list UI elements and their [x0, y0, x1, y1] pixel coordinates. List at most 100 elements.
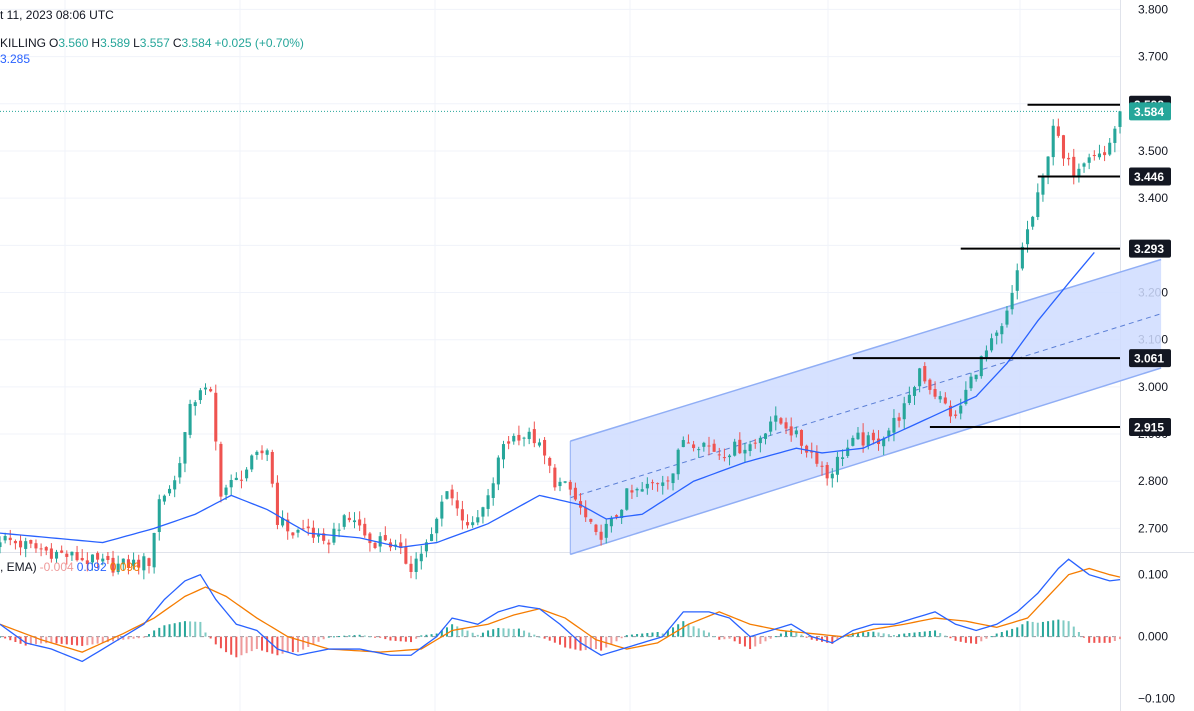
macd-hist-bar-78: [399, 636, 402, 642]
macd-hist-bar-73: [374, 636, 377, 638]
macd-hist-bar-45: [230, 636, 233, 655]
close-value: 3.584: [181, 36, 212, 50]
macd-hist-bar-18: [91, 636, 94, 645]
candle-body-81: [414, 558, 418, 572]
candle-body-212: [1087, 157, 1091, 163]
candle-body-164: [841, 457, 845, 459]
macd-hist-bar-139: [713, 636, 716, 638]
candle-body-44: [224, 487, 228, 495]
candle-body-79: [404, 546, 408, 564]
candle-body-86: [440, 501, 444, 519]
macd-hist-bar-203: [1041, 621, 1044, 637]
candle-body-203: [1041, 176, 1045, 195]
candle-body-82: [419, 553, 423, 562]
candle-body-60: [306, 526, 310, 529]
macd-hist-bar-187: [959, 636, 962, 642]
macd-hist-bar-173: [887, 634, 890, 637]
macd-hist-bar-91: [466, 630, 469, 637]
price-tick-0: 3.800: [1138, 2, 1168, 16]
macd-hist-bar-119: [610, 636, 613, 645]
candle-body-194: [995, 332, 999, 336]
macd-hist-bar-44: [225, 636, 228, 653]
candle-body-97: [496, 457, 500, 485]
price-tick-8: 3.000: [1138, 380, 1168, 394]
macd-hist-bar-6: [29, 636, 32, 645]
macd-hist-bar-4: [19, 636, 22, 644]
candle-body-211: [1082, 163, 1086, 167]
candle-body-64: [327, 542, 331, 545]
candle-body-20: [101, 558, 105, 562]
macd-hist-bar-175: [898, 634, 901, 637]
candle-body-204: [1046, 156, 1050, 176]
macd-hist-bar-116: [594, 636, 597, 650]
macd-hist-bar-107: [548, 636, 551, 641]
macd-tick-2: −0.100: [1138, 692, 1175, 706]
candle-body-59: [301, 528, 305, 530]
channel-lower-line: [570, 367, 1162, 556]
macd-hist-bar-14: [70, 636, 73, 645]
candle-body-184: [943, 397, 947, 404]
candle-body-16: [80, 557, 84, 561]
candle-body-163: [835, 456, 839, 475]
candle-body-1: [3, 536, 7, 541]
macd-hist-bar-90: [461, 628, 464, 637]
candle-body-155: [794, 430, 798, 435]
low-label: L: [133, 36, 140, 50]
macd-hist-bar-197: [1011, 628, 1014, 637]
candle-body-22: [111, 557, 115, 573]
macd-hist-bar-148: [759, 636, 762, 644]
macd-hist-bar-56: [286, 636, 289, 653]
candle-body-51: [260, 450, 264, 454]
candle-body-142: [728, 455, 732, 458]
candle-body-25: [126, 559, 130, 568]
candle-body-112: [573, 487, 577, 500]
macd-hist-bar-66: [338, 636, 341, 638]
macd-hist-bar-194: [995, 633, 998, 637]
candle-body-126: [645, 483, 649, 489]
candle-body-111: [568, 481, 572, 490]
candle-body-173: [887, 430, 891, 437]
macd-hist-bar-52: [266, 636, 269, 653]
candle-body-149: [763, 433, 768, 439]
macd-hist-bar-193: [990, 636, 993, 638]
candle-body-137: [702, 442, 706, 447]
candle-body-215: [1103, 152, 1107, 156]
macd-hist-bar-7: [34, 636, 37, 645]
macd-hist-bar-12: [60, 636, 63, 644]
macd-hist-bar-87: [445, 627, 448, 637]
macd-hist-bar-76: [389, 636, 392, 641]
candle-body-89: [455, 500, 459, 509]
candle-body-188: [964, 389, 968, 404]
macd-hist-bar-80: [410, 636, 413, 643]
macd-signal-line: [0, 567, 1121, 653]
macd-hist-bar-68: [348, 635, 351, 637]
candle-body-181: [928, 379, 932, 390]
macd-hist-bar-152: [779, 633, 782, 637]
macd-hist-bar-121: [620, 636, 623, 639]
macd-hist-bar-134: [687, 624, 690, 637]
candle-body-190: [974, 374, 978, 380]
macd-hist-bar-15: [76, 636, 79, 646]
candle-body-193: [990, 338, 994, 351]
macd-legend: , EMA) -0.004 0.092 0.096: [0, 560, 143, 574]
candle-body-202: [1036, 192, 1040, 218]
macd-hist-bar-104: [533, 634, 536, 637]
candle-body-125: [640, 489, 644, 492]
macd-hist-bar-23: [117, 636, 120, 641]
candle-body-146: [748, 444, 752, 451]
macd-hist-bar-100: [512, 628, 515, 637]
candle-body-197: [1010, 292, 1014, 310]
candle-body-144: [738, 439, 742, 454]
candle-body-208: [1067, 157, 1071, 160]
candle-body-90: [460, 509, 464, 521]
macd-hist-bar-167: [856, 632, 859, 637]
candle-body-21: [106, 555, 110, 560]
candle-body-187: [959, 405, 963, 414]
candle-body-95: [486, 495, 490, 509]
ma-legend-value: 3.285: [0, 52, 31, 66]
macd-hist-bar-195: [1000, 632, 1003, 637]
macd-hist-bar-199: [1021, 624, 1024, 637]
candle-body-101: [517, 434, 521, 441]
macd-label: , EMA): [0, 560, 37, 574]
